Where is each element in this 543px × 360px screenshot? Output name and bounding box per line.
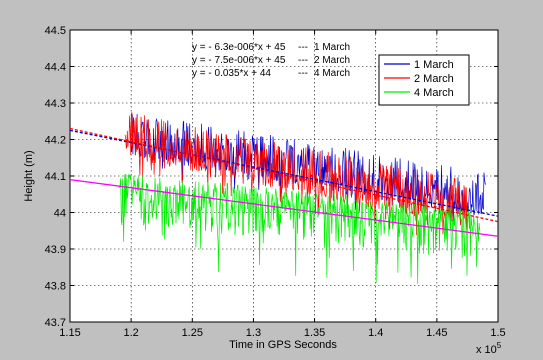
y-tick-label: 44.4 xyxy=(45,62,66,74)
x-exponent-power: 5 xyxy=(497,341,502,350)
equation-text: y = - 0.035*x + 44 xyxy=(192,68,271,79)
x-tick-label: 1.4 xyxy=(368,327,383,339)
equation-separator: --- xyxy=(298,68,308,79)
trend-line xyxy=(69,127,499,223)
equation-label: 4 March xyxy=(314,68,350,79)
y-tick-label: 43.8 xyxy=(45,281,66,293)
y-tick-label: 44.2 xyxy=(45,135,66,147)
x-tick-label: 1.3 xyxy=(246,327,261,339)
x-tick-label: 1.25 xyxy=(182,327,203,339)
equations: y = - 6.3e-006*x + 45 --- 1 March y = - 7.5… xyxy=(192,42,350,79)
x-tick-label: 1.15 xyxy=(59,327,80,339)
equation-label: 2 March xyxy=(314,55,350,66)
y-tick-label: 44.5 xyxy=(45,25,66,37)
y-axis-label: Height (m) xyxy=(23,150,35,201)
y-tick-label: 43.7 xyxy=(45,317,66,329)
x-tick-label: 1.2 xyxy=(123,327,138,339)
x-tick-label: 1.35 xyxy=(304,327,325,339)
equation-label: 1 March xyxy=(314,42,350,53)
trend-layer xyxy=(69,127,499,237)
x-axis-label: Time in GPS Seconds xyxy=(229,339,337,351)
y-tick-label: 43.9 xyxy=(45,244,66,256)
series-line xyxy=(118,173,481,284)
legend-box xyxy=(378,54,470,106)
legend: 1 March 2 March 4 March xyxy=(378,54,470,106)
equation-text: y = - 7.5e-006*x + 45 xyxy=(192,55,286,66)
trend-line xyxy=(69,129,499,217)
trend-line xyxy=(69,179,499,237)
equation-separator: --- xyxy=(298,55,308,66)
y-tick-label: 44.1 xyxy=(45,171,66,183)
x-tick-label: 1.5 xyxy=(490,327,505,339)
ticks: 1.15 1.2 1.25 1.3 1.35 1.4 1.45 1.5 43.7 43.8 43.9… xyxy=(45,25,506,339)
x-tick-label: 1.45 xyxy=(426,327,447,339)
legend-label: 4 March xyxy=(414,87,454,99)
equation-text: y = - 6.3e-006*x + 45 xyxy=(192,42,286,53)
y-tick-label: 44.3 xyxy=(45,98,66,110)
legend-label: 1 March xyxy=(414,59,454,71)
x-exponent: x 105 xyxy=(476,341,502,356)
legend-label: 2 March xyxy=(414,73,454,85)
x-exponent-base: x 10 xyxy=(476,344,497,356)
y-tick-label: 44 xyxy=(54,208,66,220)
equation-separator: --- xyxy=(298,42,308,53)
